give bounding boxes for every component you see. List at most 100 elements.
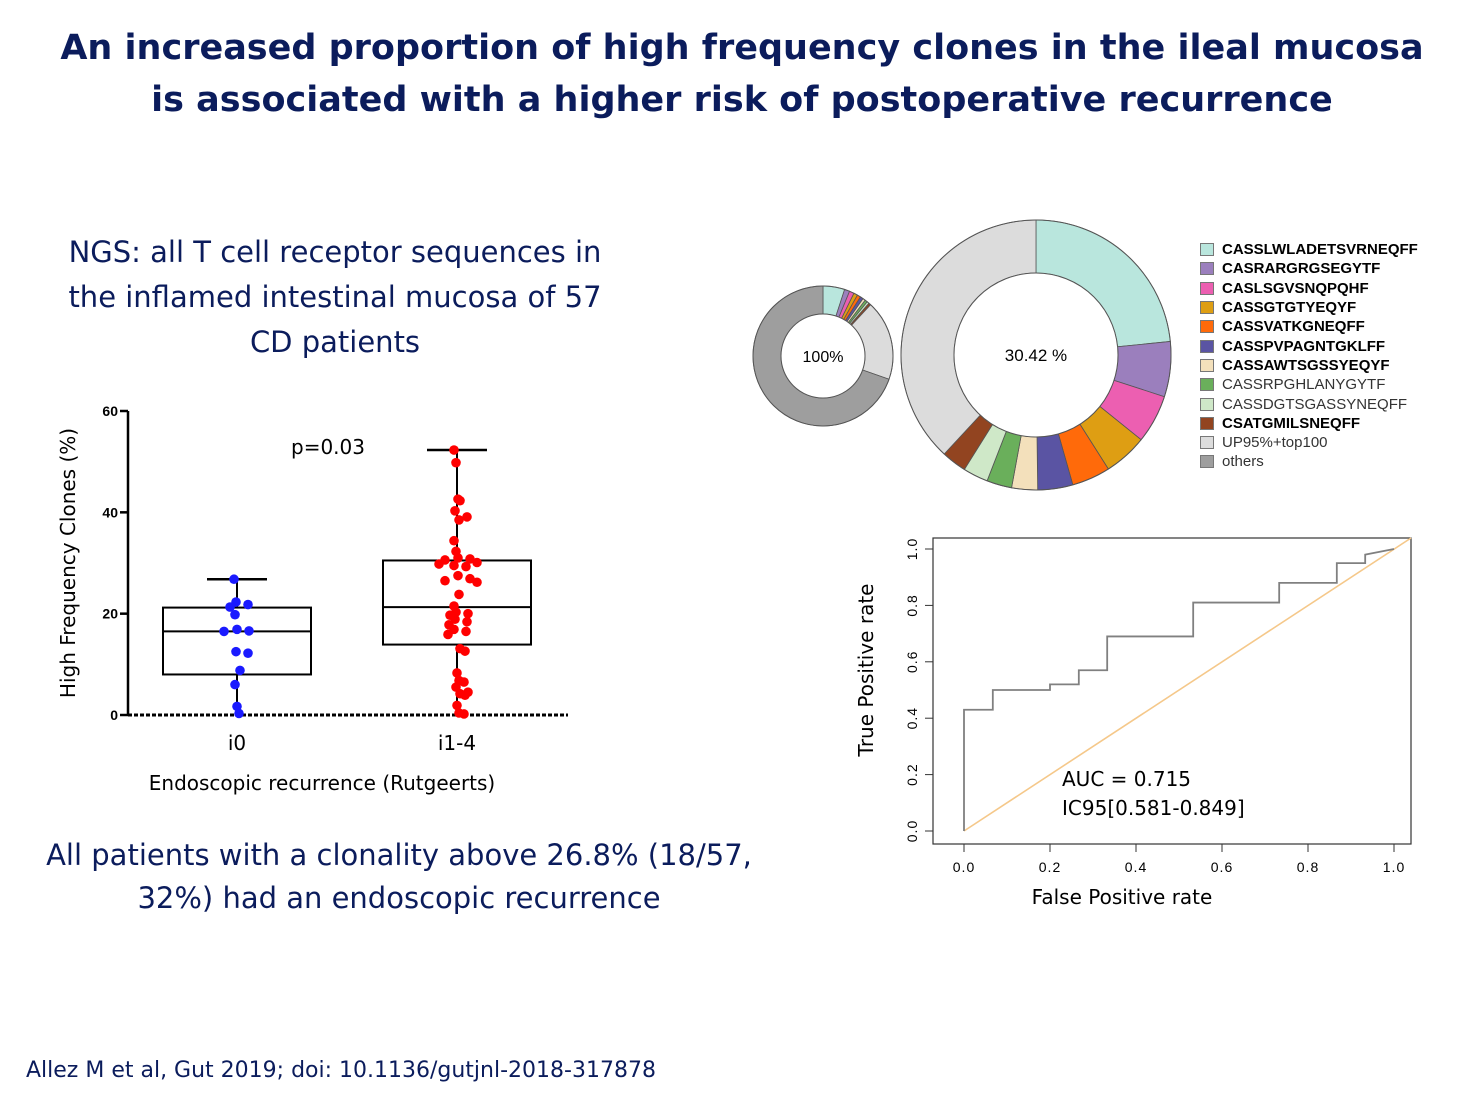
roc-curve-line xyxy=(963,548,1395,831)
x-category-label: i0 xyxy=(228,731,246,755)
donut-center-label: 100% xyxy=(803,349,844,366)
data-point-i1-4 xyxy=(454,589,464,600)
donut-chart-all-clones: 100% xyxy=(752,285,894,427)
y-tick-label: 60 xyxy=(102,403,118,419)
x-tick-label: 0.4 xyxy=(1125,859,1147,875)
legend-item: CASSRPGHLANYGYTF xyxy=(1200,375,1418,394)
legend-item: CASSDGTSGASSYNEQFF xyxy=(1200,394,1418,413)
data-point-i0 xyxy=(229,574,239,585)
p-value-annotation: p=0.03 xyxy=(291,435,365,459)
data-point-i1-4 xyxy=(463,608,473,619)
legend-item: UP95%+top100 xyxy=(1200,433,1418,452)
roc-y-axis-label: True Positive rate xyxy=(854,584,878,758)
data-point-i1-4 xyxy=(434,559,444,569)
ngs-description: NGS: all T cell receptor sequences in th… xyxy=(30,230,640,365)
x-tick-label: 0.0 xyxy=(953,859,975,875)
roc-x-axis-label: False Positive rate xyxy=(1032,885,1213,909)
ngs-description-line-3: CD patients xyxy=(249,325,421,359)
x-tick-label: 0.2 xyxy=(1039,859,1061,875)
y-tick-label: 0.4 xyxy=(904,707,920,729)
y-axis-label: High Frequency Clones (%) xyxy=(56,428,80,698)
box-plot-chart: 0 20 40 60 High Frequency Clones (%) p=0.03 i0… xyxy=(56,403,568,795)
legend-label: CASSVATKGNEQFF xyxy=(1222,318,1365,336)
x-axis-label: Endoscopic recurrence (Rutgeerts) xyxy=(149,771,495,795)
roc-curve-chart: 0.0 0.2 0.4 0.6 0.8 1.0 0.0 0.2 0.4 0.6 0.8 1.0 AUC … xyxy=(854,537,1412,909)
legend-swatch xyxy=(1200,301,1214,315)
data-point-i0 xyxy=(219,626,229,637)
data-point-i1-4 xyxy=(460,646,470,656)
legend-item: CASSPVPAGNTGKLFF xyxy=(1200,336,1418,355)
data-point-i1-4 xyxy=(472,557,482,568)
legend-label: CASLSGVSNQPQHF xyxy=(1222,279,1369,297)
data-point-i0 xyxy=(244,626,254,636)
y-tick-label: 40 xyxy=(102,504,118,520)
legend-label: CASSLWLADETSVRNEQFF xyxy=(1222,241,1418,259)
data-point-i1-4 xyxy=(450,506,460,516)
legend-label: CASSDGTSGASSYNEQFF xyxy=(1222,395,1408,413)
conclusion-text: All patients with a clonality above 26.8… xyxy=(14,834,784,920)
data-point-i0 xyxy=(234,708,244,719)
box-group-i1-4 xyxy=(382,445,532,719)
data-point-i1-4 xyxy=(454,515,464,525)
donut-outline xyxy=(900,219,1172,491)
ngs-description-line-1: NGS: all T cell receptor sequences in xyxy=(68,235,602,269)
legend-label: CASSPVPAGNTGKLFF xyxy=(1222,337,1386,355)
data-point-i0 xyxy=(230,609,240,620)
legend-item: CASSLWLADETSVRNEQFF xyxy=(1200,240,1418,259)
roc-reference-line xyxy=(963,537,1412,832)
legend-label: CASSGTGTYEQYF xyxy=(1222,299,1357,317)
ci-annotation: IC95[0.581-0.849] xyxy=(1062,796,1245,820)
legend-item: CASLSGVSNQPQHF xyxy=(1200,279,1418,298)
legend-label: CASSAWTSGSSYEQYF xyxy=(1222,356,1390,374)
data-point-i0 xyxy=(232,624,242,635)
conclusion-line-2: 32%) had an endoscopic recurrence xyxy=(137,881,661,915)
data-point-i1-4 xyxy=(449,535,459,546)
data-point-i1-4 xyxy=(449,560,459,571)
data-point-i0 xyxy=(235,665,245,676)
y-tick-label: 0 xyxy=(110,707,118,723)
legend-label: UP95%+top100 xyxy=(1222,434,1328,452)
data-point-i1-4 xyxy=(440,575,450,586)
data-point-i1-4 xyxy=(455,495,465,506)
y-tick-label: 0.0 xyxy=(904,820,920,842)
data-point-i1-4 xyxy=(452,700,462,711)
data-point-i1-4 xyxy=(449,445,459,455)
legend-swatch xyxy=(1200,339,1214,353)
slide-title-line-1: An increased proportion of high frequenc… xyxy=(60,28,1424,68)
legend-swatch xyxy=(1200,416,1214,430)
legend-swatch xyxy=(1200,281,1214,295)
y-tick-label: 0.8 xyxy=(904,594,920,616)
data-point-i0 xyxy=(230,679,240,690)
x-tick-label: 1.0 xyxy=(1383,859,1405,875)
data-point-i1-4 xyxy=(462,512,472,522)
donut-outline xyxy=(752,285,894,427)
x-tick-label: 0.6 xyxy=(1211,859,1233,875)
box-group-i0 xyxy=(162,574,312,719)
legend-item: CSATGMILSNEQFF xyxy=(1200,414,1418,433)
legend-label: CSATGMILSNEQFF xyxy=(1222,414,1361,432)
legend-swatch xyxy=(1200,436,1214,450)
data-point-i1-4 xyxy=(472,577,482,588)
donut-legend: CASSLWLADETSVRNEQFF CASRARGRGSEGYTF CASLSG… xyxy=(1200,240,1418,472)
legend-swatch xyxy=(1200,455,1214,469)
legend-swatch xyxy=(1200,358,1214,372)
legend-item: CASSVATKGNEQFF xyxy=(1200,317,1418,336)
legend-item: CASSGTGTYEQYF xyxy=(1200,298,1418,317)
data-point-i0 xyxy=(243,599,253,610)
legend-swatch xyxy=(1200,243,1214,257)
donut-chart-high-frequency: 30.42 % xyxy=(900,219,1172,491)
x-tick-label: 0.8 xyxy=(1297,859,1319,875)
x-category-label: i1-4 xyxy=(438,731,476,755)
data-point-i1-4 xyxy=(443,629,453,640)
data-point-i0 xyxy=(225,602,235,612)
legend-item: others xyxy=(1200,452,1418,471)
legend-label: CASRARGRGSEGYTF xyxy=(1222,260,1381,278)
y-tick-label: 0.2 xyxy=(904,763,920,785)
data-point-i1-4 xyxy=(460,690,470,701)
auc-annotation: AUC = 0.715 xyxy=(1062,767,1191,791)
data-point-i1-4 xyxy=(451,457,461,468)
conclusion-line-1: All patients with a clonality above 26.8… xyxy=(46,838,752,872)
donut-hole xyxy=(780,313,866,399)
slide-title: An increased proportion of high frequenc… xyxy=(0,22,1484,126)
data-point-i1-4 xyxy=(453,553,463,563)
